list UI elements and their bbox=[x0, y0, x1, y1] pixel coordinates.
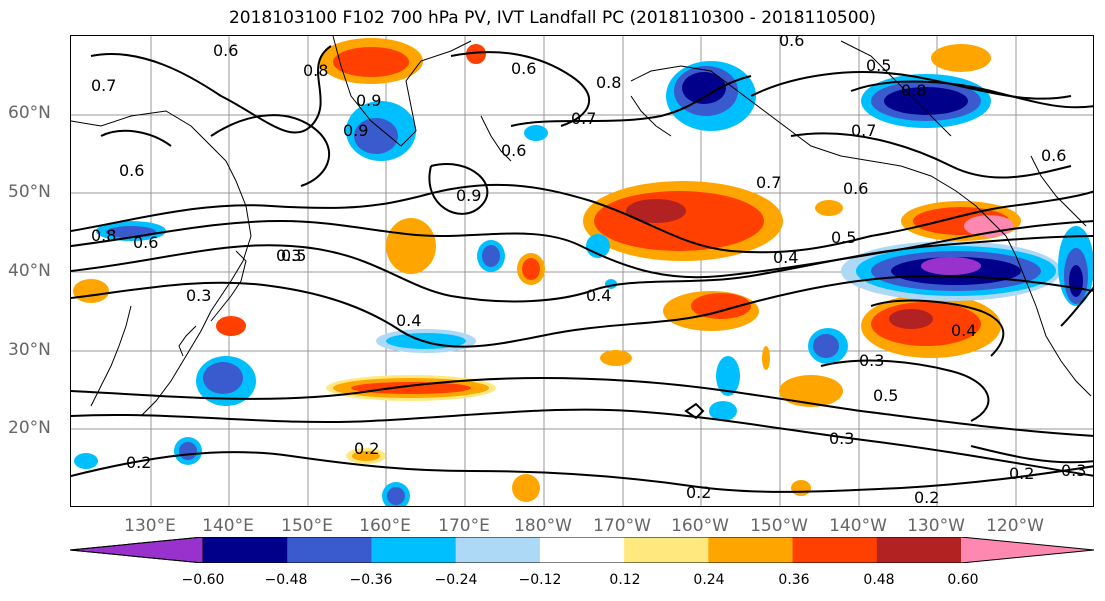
contour-label: 0.2 bbox=[354, 439, 379, 458]
contour-label: 0.2 bbox=[126, 453, 151, 472]
colorbar-tick-label: 0.48 bbox=[863, 572, 895, 588]
contour-label: 0.3 bbox=[1061, 461, 1086, 480]
colorbar-tick-label: −0.48 bbox=[264, 572, 308, 588]
contour-label: 0.9 bbox=[356, 91, 381, 110]
colorbar-swatch bbox=[792, 537, 878, 563]
colorbar-tick-label: 0.24 bbox=[693, 572, 725, 588]
contour-label: 0.6 bbox=[133, 233, 158, 252]
contour-label: 0.7 bbox=[571, 109, 596, 128]
map-canvas: 0.6 0.7 0.8 0.9 0.6 0.6 0.5 0.8 0.6 0.7 … bbox=[71, 36, 1093, 507]
map-title: 2018103100 F102 700 hPa PV, IVT Landfall… bbox=[228, 8, 876, 28]
lon-label: 170°E bbox=[438, 516, 490, 536]
colorbar-swatch bbox=[876, 537, 962, 563]
colorbar-tick-label: −0.36 bbox=[349, 572, 393, 588]
colorbar-swatch bbox=[624, 537, 709, 563]
colorbar-swatch bbox=[371, 537, 457, 563]
contour-label: 0.7 bbox=[851, 121, 876, 140]
contour-label: 0.5 bbox=[873, 386, 898, 405]
contour-label: 0.8 bbox=[91, 226, 116, 245]
colorbar-swatch bbox=[203, 537, 288, 563]
contour-label: 0.6 bbox=[213, 41, 238, 60]
colorbar-swatch bbox=[455, 537, 541, 563]
colorbar-swatch bbox=[70, 537, 203, 563]
lon-label: 180°W bbox=[514, 516, 572, 536]
contour-label: 0.7 bbox=[756, 173, 781, 192]
contour-label: 0.9 bbox=[456, 186, 481, 205]
contour-label: 0.6 bbox=[1041, 146, 1066, 165]
contour-label: 0.5 bbox=[281, 246, 306, 265]
shaded-anomalies bbox=[73, 38, 1093, 506]
lat-label: 60°N bbox=[8, 103, 51, 123]
colorbar-tick-label: 0.12 bbox=[609, 572, 641, 588]
colorbar-tick-label: 0.36 bbox=[778, 572, 810, 588]
contour-label: 0.6 bbox=[511, 59, 536, 78]
lon-label: 160°W bbox=[671, 516, 729, 536]
map-panel: 0.6 0.7 0.8 0.9 0.6 0.6 0.5 0.8 0.6 0.7 … bbox=[70, 35, 1094, 507]
graticule bbox=[71, 36, 1093, 506]
lat-label: 30°N bbox=[8, 340, 51, 360]
colorbar-tick-label: −0.12 bbox=[518, 572, 562, 588]
colorbar-swatch bbox=[708, 537, 794, 563]
contour-label: 0.2 bbox=[914, 488, 939, 507]
colorbar-swatch bbox=[961, 537, 1094, 563]
contour-label: 0.7 bbox=[91, 76, 116, 95]
contour-label: 0.4 bbox=[951, 321, 976, 340]
contour-label: 0.5 bbox=[831, 228, 856, 247]
contour-label: 0.4 bbox=[396, 311, 421, 330]
colorbar-outline bbox=[70, 537, 204, 563]
contour-label: 0.6 bbox=[501, 141, 526, 160]
lon-label: 150°W bbox=[750, 516, 808, 536]
lon-label: 140°W bbox=[829, 516, 887, 536]
contour-label: 0.6 bbox=[843, 179, 868, 198]
contour-label: 0.3 bbox=[186, 286, 211, 305]
lat-label: 40°N bbox=[8, 261, 51, 281]
contour-label: 0.3 bbox=[859, 351, 884, 370]
lon-label: 150°E bbox=[281, 516, 333, 536]
colorbar bbox=[70, 537, 1094, 563]
lat-label: 20°N bbox=[8, 418, 51, 438]
contour-label: 0.2 bbox=[1009, 464, 1034, 483]
contour-labels: 0.6 0.7 0.8 0.9 0.6 0.6 0.5 0.8 0.6 0.7 … bbox=[91, 36, 1086, 507]
contour-label: 0.9 bbox=[343, 121, 368, 140]
coastlines bbox=[71, 36, 1092, 417]
contours bbox=[71, 45, 1093, 493]
contour-label: 0.6 bbox=[119, 161, 144, 180]
lat-label: 50°N bbox=[8, 182, 51, 202]
contour-label: 0.8 bbox=[596, 73, 621, 92]
lon-label: 130°E bbox=[124, 516, 176, 536]
contour-label: 0.8 bbox=[303, 61, 328, 80]
contour-label: 0.4 bbox=[586, 286, 611, 305]
contour-label: 0.6 bbox=[779, 36, 804, 50]
contour-label: 0.3 bbox=[829, 429, 854, 448]
colorbar-tick-label: 0.60 bbox=[947, 572, 979, 588]
colorbar-tick-label: −0.24 bbox=[434, 572, 478, 588]
colorbar-swatch bbox=[287, 537, 372, 563]
lon-label: 130°W bbox=[907, 516, 965, 536]
colorbar-tick-label: −0.60 bbox=[181, 572, 225, 588]
contour-label: 0.5 bbox=[866, 56, 891, 75]
contour-label: 0.8 bbox=[901, 81, 926, 100]
lon-label: 160°E bbox=[359, 516, 411, 536]
colorbar-swatch bbox=[539, 537, 625, 563]
lon-label: 120°W bbox=[986, 516, 1044, 536]
lon-label: 170°W bbox=[593, 516, 651, 536]
lon-label: 140°E bbox=[202, 516, 254, 536]
contour-label: 0.4 bbox=[773, 248, 798, 267]
contour-label: 0.3 bbox=[276, 246, 301, 265]
contour-label: 0.2 bbox=[686, 483, 711, 502]
